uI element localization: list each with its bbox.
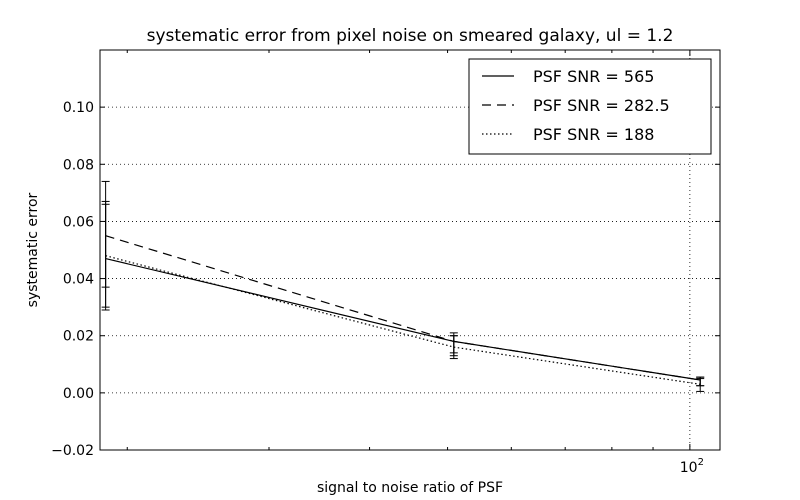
chart-title: systematic error from pixel noise on sme… (147, 26, 674, 46)
legend: PSF SNR = 565 PSF SNR = 282.5 PSF SNR = 18… (468, 58, 712, 155)
y-tick-label: 0.02 (63, 329, 94, 345)
legend-label-2: PSF SNR = 282.5 (533, 96, 670, 115)
y-axis-label: systematic error (25, 192, 41, 307)
y-tick-label: 0.10 (63, 100, 94, 116)
legend-label-3: PSF SNR = 188 (533, 125, 654, 144)
plot-frame (99, 49, 721, 451)
y-tick-label: 0.06 (63, 214, 94, 230)
x-axis-label: signal to noise ratio of PSF (317, 480, 503, 496)
x-tick-label: 102 (680, 457, 704, 476)
y-tick-label: 0.08 (63, 157, 94, 173)
data-series (101, 180, 705, 392)
y-tick-label: 0.04 (63, 272, 94, 288)
legend-label-1: PSF SNR = 565 (533, 67, 654, 86)
axis-ticks: −0.02 0.00 0.02 0.04 0.06 0.08 0.10 102 (51, 50, 720, 476)
y-tick-label: 0.00 (63, 386, 94, 402)
y-tick-label: −0.02 (51, 443, 94, 459)
legend-box (468, 58, 712, 155)
